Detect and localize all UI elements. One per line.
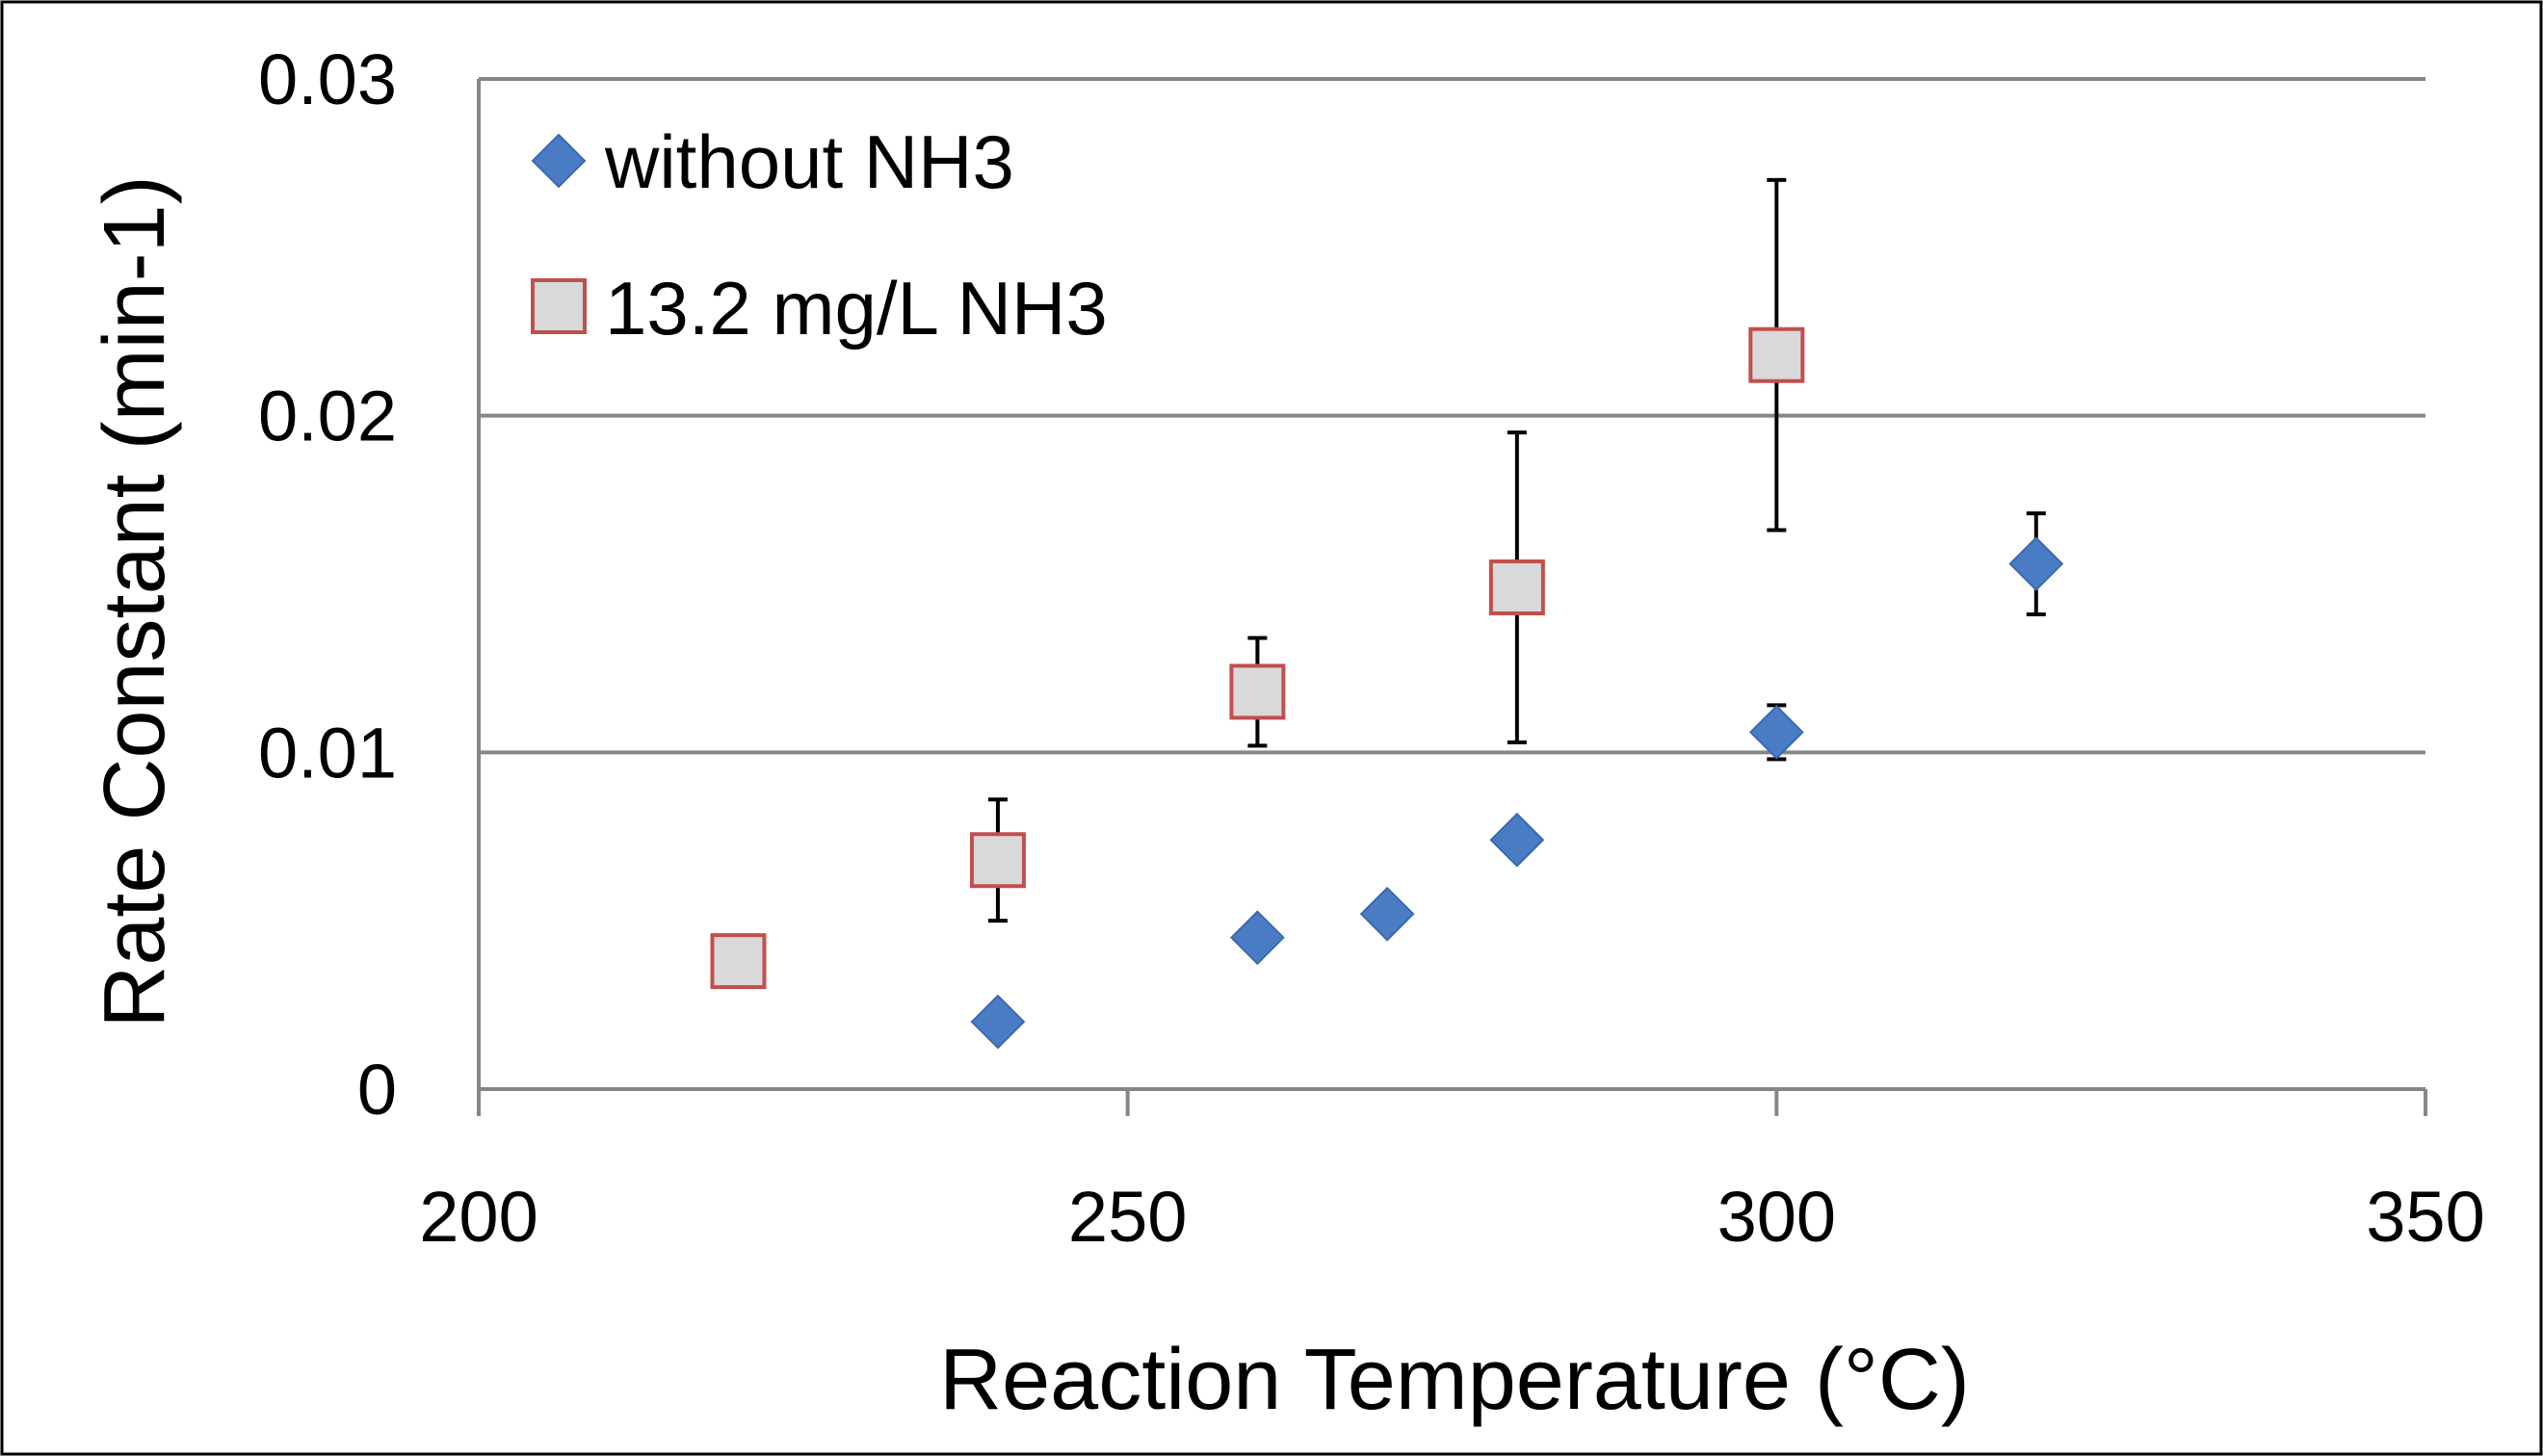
y-tick-label-3: 0.03 — [258, 39, 397, 119]
point-without-nh3-1 — [1229, 910, 1285, 966]
point-without-nh3-5 — [2008, 536, 2064, 591]
point-without-nh3-2 — [1359, 886, 1415, 942]
x-tick-label-0: 200 — [419, 1177, 537, 1257]
point-13-2-mg-l-nh3-0 — [710, 933, 767, 990]
legend-label-without-nh3: without NH3 — [604, 119, 1014, 204]
point-13-2-mg-l-nh3-1 — [969, 832, 1026, 889]
point-13-2-mg-l-nh3-3 — [1488, 559, 1545, 615]
x-tick-label-3: 350 — [2366, 1177, 2484, 1257]
x-tick-label-1: 250 — [1068, 1177, 1187, 1257]
gridlines — [479, 77, 2425, 755]
y-tick-label-1: 0.01 — [258, 713, 397, 793]
y-tick-label-2: 0.02 — [258, 377, 397, 456]
legend-symbol-13-2-mg-l-nh3 — [531, 278, 587, 334]
legend: without NH3 13.2 mg/L NH3 — [531, 119, 1108, 351]
tick-labels: 200 250 300 350 0 0.01 0.02 0.03 — [258, 39, 2485, 1257]
data-markers — [710, 326, 2064, 1050]
axes — [477, 79, 2427, 1116]
x-tick-label-2: 300 — [1717, 1177, 1836, 1257]
legend-label-13-2-mg-l-nh3: 13.2 mg/L NH3 — [605, 266, 1108, 351]
y-tick-label-0: 0 — [357, 1050, 397, 1130]
legend-marker-13-2-mg-l-nh3 — [531, 278, 587, 334]
point-without-nh3-3 — [1489, 812, 1545, 868]
point-13-2-mg-l-nh3-2 — [1229, 663, 1286, 720]
point-13-2-mg-l-nh3-4 — [1748, 326, 1805, 383]
legend-symbol-without-nh3 — [531, 133, 587, 189]
point-without-nh3-4 — [1748, 704, 1804, 760]
legend-marker-without-nh3 — [531, 133, 587, 189]
x-axis-title: Reaction Temperature (°C) — [939, 1332, 1970, 1428]
point-without-nh3-0 — [970, 994, 1026, 1050]
y-axis-title: Rate Constant (min-1) — [87, 175, 183, 1027]
